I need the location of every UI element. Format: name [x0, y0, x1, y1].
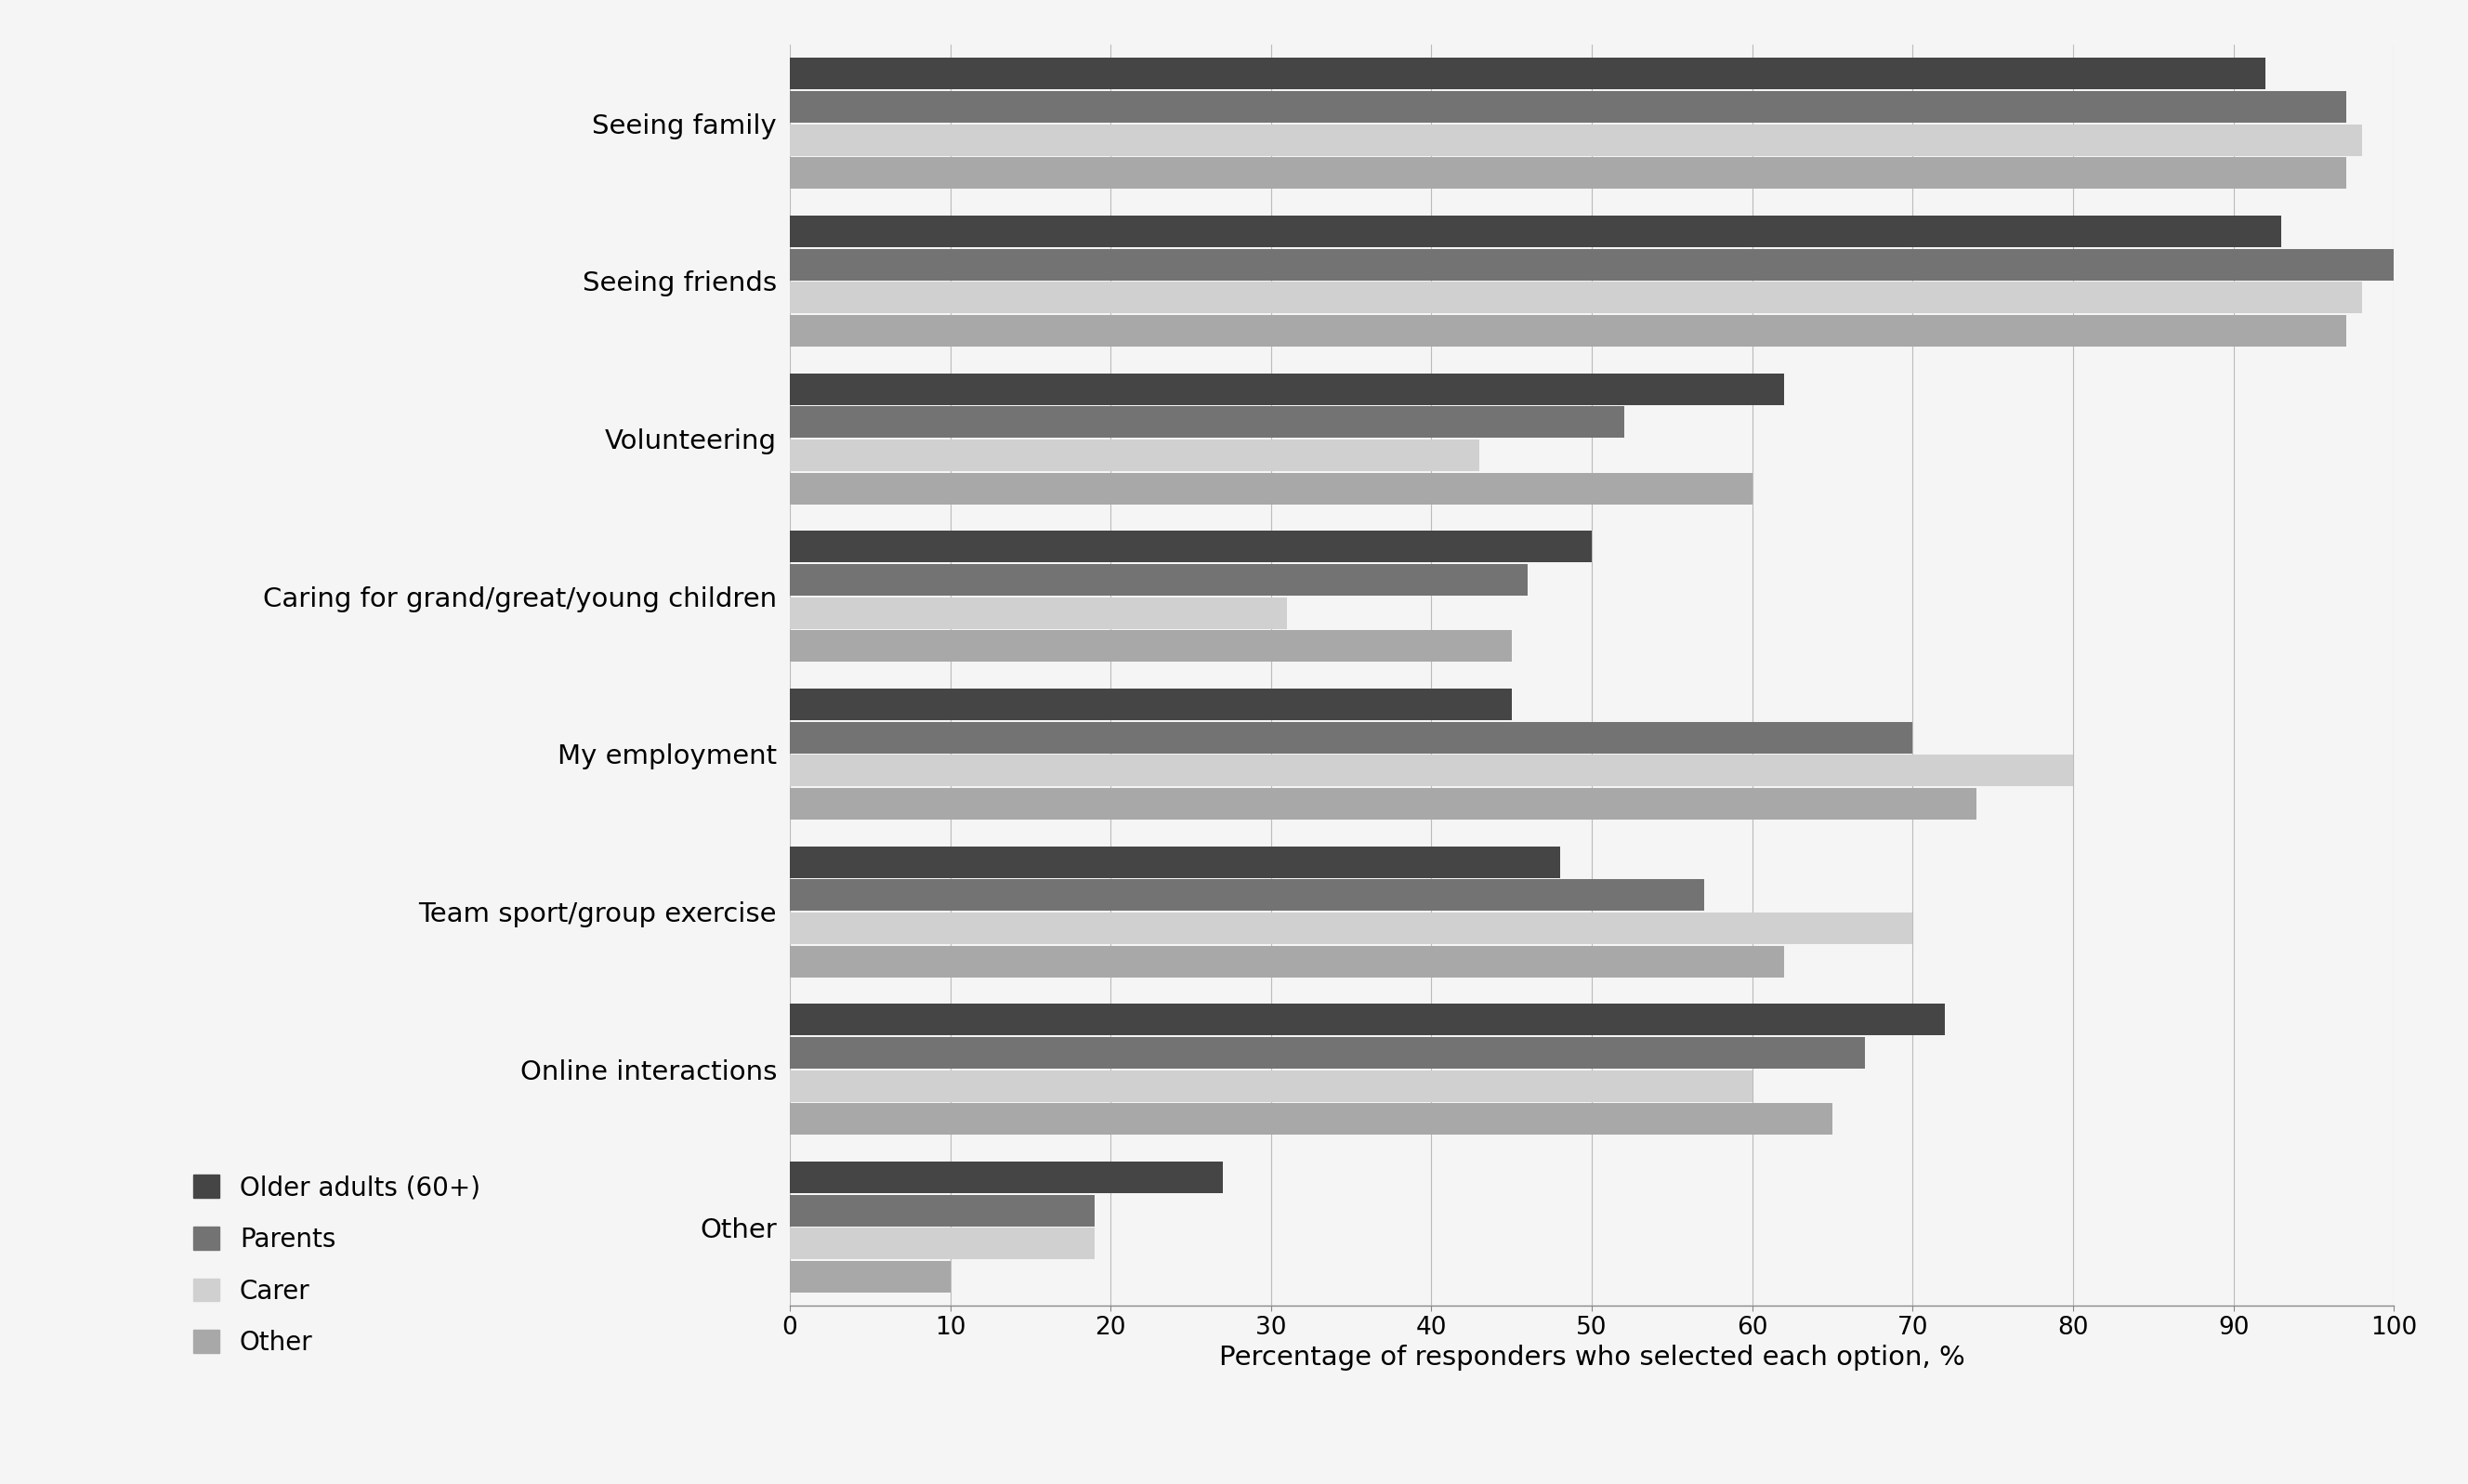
Bar	[790, 1037, 1866, 1068]
Bar	[790, 1005, 1945, 1036]
Bar	[790, 1070, 1752, 1101]
Bar	[790, 58, 2266, 89]
Bar	[790, 1103, 1831, 1135]
Bar	[790, 846, 1560, 879]
Bar	[790, 249, 2394, 280]
Bar	[790, 1227, 1096, 1260]
Bar	[790, 631, 1510, 662]
Bar	[790, 374, 1784, 405]
Legend: Older adults (60+), Parents, Carer, Other: Older adults (60+), Parents, Carer, Othe…	[193, 1174, 481, 1356]
Bar	[790, 1162, 1224, 1193]
Bar	[790, 215, 2280, 248]
Bar	[790, 788, 1977, 819]
Bar	[790, 157, 2345, 188]
Bar	[790, 282, 2362, 313]
Bar	[790, 407, 1624, 438]
Bar	[790, 689, 1510, 720]
Bar	[790, 91, 2345, 123]
Bar	[790, 1261, 950, 1293]
Bar	[790, 721, 1913, 754]
Bar	[790, 564, 1528, 595]
Bar	[790, 597, 1288, 629]
Bar	[790, 1195, 1096, 1226]
Bar	[790, 945, 1784, 976]
Bar	[790, 880, 1703, 911]
Bar	[790, 531, 1592, 562]
Bar	[790, 439, 1481, 470]
Bar	[790, 472, 1752, 505]
Bar	[790, 913, 1913, 944]
Bar	[790, 125, 2362, 156]
Bar	[790, 755, 2073, 787]
X-axis label: Percentage of responders who selected each option, %: Percentage of responders who selected ea…	[1219, 1345, 1965, 1371]
Bar	[790, 315, 2345, 346]
